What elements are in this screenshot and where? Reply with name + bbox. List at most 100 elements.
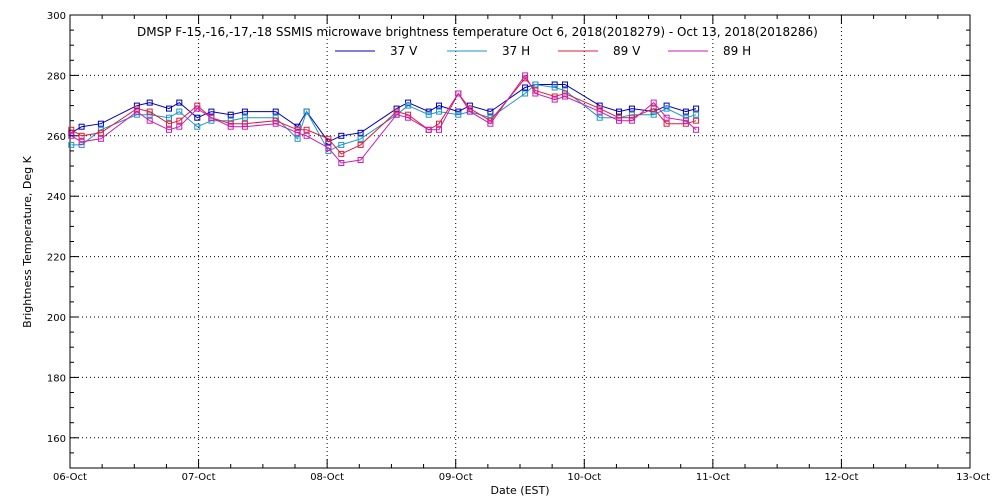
data-point-marker <box>303 126 310 133</box>
legend-label: 37 H <box>502 44 530 58</box>
data-point-marker <box>425 111 432 118</box>
data-point-marker <box>208 108 215 115</box>
data-point-marker <box>628 105 635 112</box>
data-point-marker <box>487 108 494 115</box>
data-point-marker <box>436 126 442 133</box>
data-point-marker <box>436 120 442 127</box>
legend-label: 89 V <box>613 44 641 58</box>
data-point-marker <box>663 114 670 121</box>
data-point-marker <box>405 102 412 109</box>
data-point-marker <box>166 126 172 133</box>
data-point-marker <box>208 114 215 121</box>
y-tick-label: 180 <box>47 373 66 384</box>
data-point-marker <box>68 132 75 139</box>
x-tick-label: 08-Oct <box>310 472 344 483</box>
data-point-marker <box>241 123 248 130</box>
data-point-marker <box>166 114 172 121</box>
data-point-marker <box>272 108 279 115</box>
data-point-marker <box>393 108 400 115</box>
x-tick-label: 10-Oct <box>567 472 601 483</box>
data-point-marker <box>241 114 248 121</box>
data-point-marker <box>455 111 462 118</box>
data-point-marker <box>393 111 400 118</box>
legend-label: 89 H <box>723 44 751 58</box>
x-tick-label: 11-Oct <box>696 472 730 483</box>
data-point-marker <box>650 105 657 112</box>
data-point-marker <box>551 96 558 103</box>
data-point-marker <box>522 72 529 79</box>
legend-label: 37 V <box>390 44 418 58</box>
y-axis-title: Brightness Temperature, Deg K <box>21 155 34 327</box>
data-point-marker <box>532 81 539 88</box>
series-line <box>71 74 697 164</box>
data-point-marker <box>436 102 442 109</box>
data-point-marker <box>628 117 635 124</box>
data-point-marker <box>693 117 700 124</box>
data-point-marker <box>78 141 85 148</box>
data-point-marker <box>176 117 183 124</box>
data-point-marker <box>194 114 201 121</box>
y-tick-label: 280 <box>47 71 66 82</box>
data-point-marker <box>616 117 622 124</box>
legend: 37 V 37 H 89 V 89 H <box>335 44 751 58</box>
data-point-marker <box>357 157 364 163</box>
data-point-marker <box>693 111 700 118</box>
data-point-marker <box>650 99 657 106</box>
data-point-marker <box>325 135 332 142</box>
data-point-marker <box>194 105 201 112</box>
data-point-marker <box>455 108 462 115</box>
data-point-marker <box>194 123 201 130</box>
data-point-marker <box>405 114 412 121</box>
y-tick-label: 260 <box>47 132 66 143</box>
data-point-marker <box>425 126 432 133</box>
data-point-marker <box>522 84 529 91</box>
data-point-marker <box>146 111 153 118</box>
y-tick-label: 300 <box>47 11 66 22</box>
data-point-marker <box>436 108 442 115</box>
data-point-marker <box>693 105 700 112</box>
data-point-marker <box>357 141 364 148</box>
data-point-marker <box>146 99 153 106</box>
data-point-marker <box>338 132 345 139</box>
series-group <box>68 72 700 166</box>
data-point-marker <box>294 135 301 142</box>
data-point-marker <box>338 160 345 166</box>
data-point-marker <box>338 141 345 148</box>
data-point-marker <box>425 108 432 115</box>
data-point-marker <box>241 108 248 115</box>
data-point-marker <box>663 105 670 112</box>
data-point-marker <box>596 108 603 115</box>
data-point-marker <box>303 108 310 115</box>
tick-labels: 160 180 200 220 240 260 280 300 06-Oct 07-Oct 08-O… <box>47 11 990 483</box>
data-point-marker <box>357 129 364 136</box>
data-point-marker <box>272 120 279 127</box>
data-point-marker <box>596 114 603 121</box>
data-point-marker <box>176 108 183 115</box>
data-point-marker <box>294 129 301 136</box>
data-point-marker <box>97 120 104 127</box>
data-point-marker <box>650 111 657 118</box>
data-point-marker <box>227 123 234 130</box>
data-point-marker <box>455 90 462 97</box>
x-tick-label: 09-Oct <box>439 472 473 483</box>
data-point-marker <box>466 108 473 115</box>
data-point-marker <box>562 81 568 88</box>
data-point-marker <box>97 129 104 136</box>
y-tick-label: 200 <box>47 313 66 324</box>
legend-item: 37 H <box>447 44 530 58</box>
x-tick-label: 06-Oct <box>53 472 87 483</box>
data-point-marker <box>338 150 345 157</box>
data-point-marker <box>78 123 85 130</box>
data-point-marker <box>133 108 140 115</box>
data-point-marker <box>68 126 75 133</box>
y-tick-label: 160 <box>47 434 66 445</box>
x-axis-title: Date (EST) <box>490 484 549 497</box>
data-point-marker <box>146 108 153 115</box>
x-tick-label: 13-Oct <box>956 472 990 483</box>
y-tick-label: 220 <box>47 253 66 264</box>
data-point-marker <box>663 120 670 127</box>
legend-item: 89 V <box>558 44 641 58</box>
legend-item: 89 H <box>668 44 751 58</box>
series-89-v <box>68 75 700 157</box>
